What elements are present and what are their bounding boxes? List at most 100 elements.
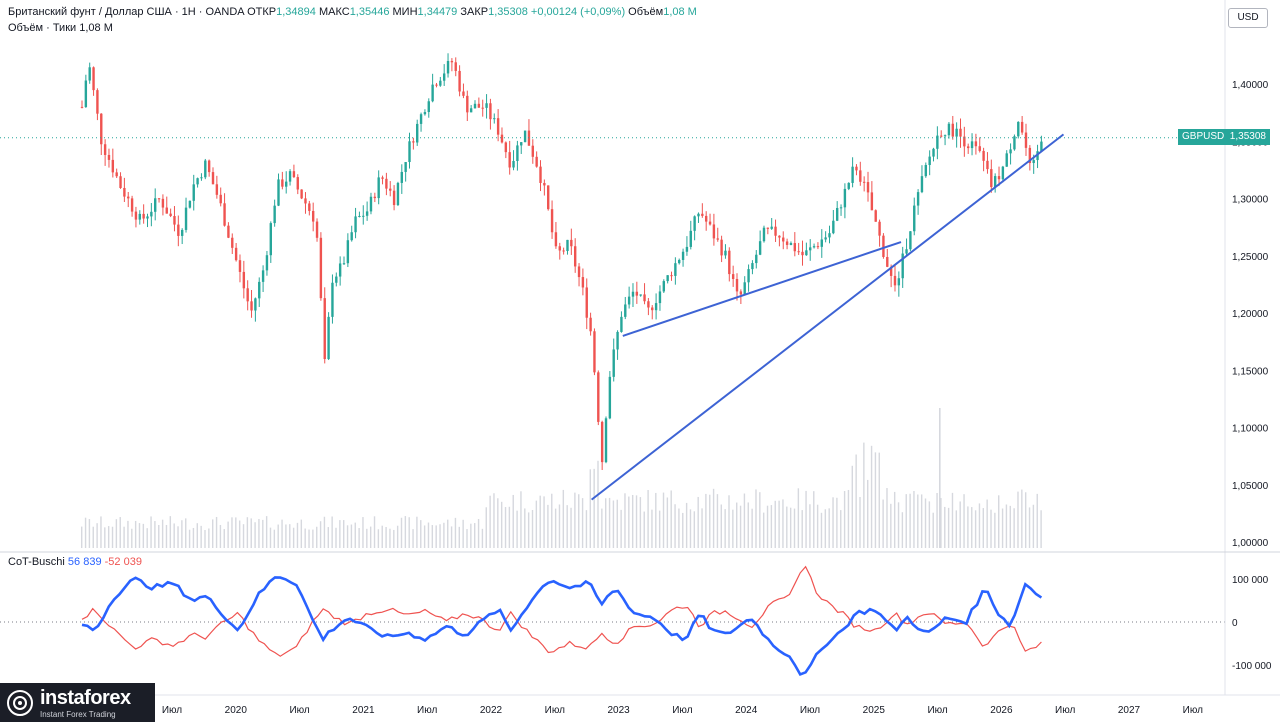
volume-bar bbox=[628, 496, 630, 548]
volume-bar bbox=[192, 527, 195, 548]
volume-bar bbox=[774, 500, 776, 548]
candle-body bbox=[724, 250, 727, 256]
price-candles[interactable] bbox=[80, 53, 1043, 470]
volume-bar bbox=[462, 519, 464, 548]
volume-bar bbox=[581, 498, 584, 548]
volume-bar bbox=[258, 519, 260, 548]
candle-body bbox=[508, 152, 511, 168]
candle-body bbox=[947, 123, 951, 136]
candle-body bbox=[196, 178, 199, 185]
candle-body bbox=[573, 246, 577, 267]
candle-body bbox=[897, 278, 901, 286]
candle-body bbox=[130, 198, 134, 212]
candle-body bbox=[597, 372, 600, 422]
candle-body bbox=[928, 156, 931, 166]
volume-bar bbox=[466, 529, 468, 548]
candle-body bbox=[743, 282, 746, 295]
candle-body bbox=[331, 282, 334, 317]
volume-legend: Объём · Тики 1,08 M bbox=[8, 22, 113, 34]
volume-bar bbox=[570, 507, 572, 548]
volume-bar bbox=[924, 498, 927, 548]
trendline[interactable] bbox=[590, 133, 1065, 501]
candle-body bbox=[851, 166, 854, 183]
candle-body bbox=[500, 134, 504, 143]
volume-bar bbox=[612, 500, 615, 548]
volume-bar bbox=[759, 492, 761, 548]
candle-body bbox=[886, 256, 889, 267]
volume-bar bbox=[165, 524, 168, 548]
volume-bar bbox=[92, 526, 94, 548]
candle-body bbox=[392, 190, 396, 206]
candle-body bbox=[593, 331, 596, 373]
price-tick-label: 1,10000 bbox=[1232, 424, 1269, 435]
volume-bar bbox=[543, 496, 545, 548]
volume-bar bbox=[154, 521, 156, 548]
cot-name: CoT-Buschi bbox=[8, 556, 65, 568]
volume-bar bbox=[917, 494, 919, 548]
candle-body bbox=[531, 145, 535, 157]
volume-bar bbox=[674, 504, 676, 548]
volume-bar bbox=[339, 520, 341, 548]
volume-bar bbox=[200, 525, 202, 548]
cot-indicator-pane[interactable] bbox=[81, 565, 1043, 677]
instaforex-logo[interactable]: instaforex Instant Forex Trading bbox=[0, 683, 155, 722]
volume-bar bbox=[350, 524, 353, 548]
candle-body bbox=[234, 247, 238, 261]
volume-bar bbox=[81, 526, 83, 548]
volume-bar bbox=[285, 524, 287, 548]
candle-body bbox=[882, 235, 885, 257]
time-tick-label: 2020 bbox=[225, 705, 248, 716]
candle-body bbox=[123, 187, 126, 197]
candle-body bbox=[269, 223, 272, 256]
candle-body bbox=[681, 251, 685, 260]
volume-bar bbox=[447, 519, 449, 548]
candle-body bbox=[100, 113, 103, 145]
candle-body bbox=[674, 263, 677, 276]
candle-body bbox=[809, 247, 812, 251]
candle-body bbox=[327, 316, 330, 360]
volume-bar bbox=[551, 493, 553, 548]
logo-mark-icon bbox=[7, 690, 33, 716]
open-value: 1,34894 bbox=[276, 6, 316, 18]
volume-bar bbox=[385, 526, 387, 548]
candle-body bbox=[604, 418, 608, 463]
volume-bar bbox=[416, 516, 418, 548]
candle-body bbox=[932, 148, 935, 157]
volume-bar bbox=[262, 519, 264, 548]
volume-bar bbox=[142, 523, 145, 548]
candle-body bbox=[250, 301, 253, 311]
volume-bar bbox=[185, 518, 187, 548]
candle-body bbox=[458, 70, 461, 92]
candle-body bbox=[893, 275, 897, 286]
volume-bar bbox=[697, 496, 699, 548]
volume-bar bbox=[289, 524, 291, 548]
candle-body bbox=[905, 249, 908, 254]
volume-bar bbox=[404, 516, 407, 548]
volume-bar bbox=[508, 506, 511, 548]
logo-tagline: Instant Forex Trading bbox=[40, 710, 116, 719]
candle-body bbox=[685, 246, 689, 252]
cot-long-value: 56 839 bbox=[67, 556, 102, 568]
volume-bar bbox=[235, 517, 237, 548]
candle-body bbox=[955, 128, 958, 137]
volume-bar bbox=[870, 445, 873, 548]
candle-body bbox=[901, 253, 904, 279]
volume-bar bbox=[897, 502, 900, 548]
price-tick-label: 1,40000 bbox=[1232, 80, 1269, 91]
candle-body bbox=[570, 239, 573, 247]
price-tick-label: 1,00000 bbox=[1232, 538, 1269, 549]
candle-body bbox=[369, 196, 373, 212]
trendline[interactable] bbox=[622, 241, 902, 337]
volume-bar bbox=[500, 501, 503, 548]
candle-body bbox=[697, 213, 700, 217]
price-tick-label: 1,25000 bbox=[1232, 252, 1269, 263]
time-tick-label: 2027 bbox=[1118, 705, 1141, 716]
candle-body bbox=[138, 213, 141, 220]
volume-bar bbox=[990, 509, 992, 548]
trendlines[interactable] bbox=[590, 133, 1065, 501]
volume-bar bbox=[150, 516, 152, 548]
volume-bar bbox=[242, 524, 245, 548]
currency-button[interactable]: USD bbox=[1228, 8, 1268, 28]
